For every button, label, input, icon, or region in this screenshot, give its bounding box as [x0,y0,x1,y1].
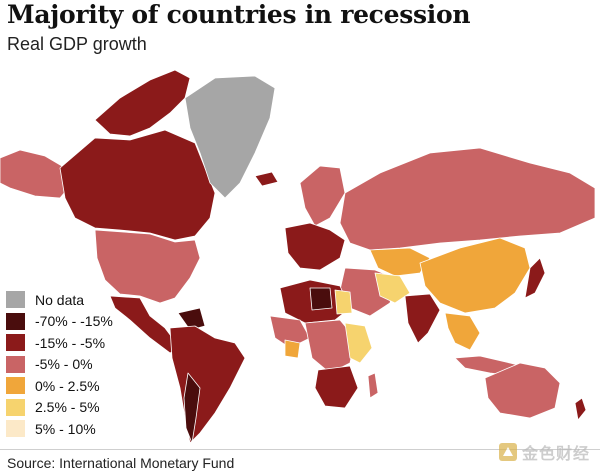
region-madagascar [367,372,379,399]
chart-subtitle: Real GDP growth [7,34,147,54]
legend-label: -70% - -15% [35,313,113,330]
legend-item-major-decline: -15% - -5% [6,332,146,354]
map-legend: No data -70% - -15% -15% - -5% -5% - 0% … [6,289,146,440]
region-canada [59,129,216,241]
region-europe-west [284,222,346,271]
region-argentina [183,372,201,444]
region-india [404,293,441,344]
legend-swatch [6,355,25,373]
region-south-america [169,325,246,444]
chart-title: Majority of countries in recession [7,0,471,29]
legend-swatch [6,398,25,416]
legend-item-severe-decline: -70% - -15% [6,311,146,333]
legend-item-low-growth: 0% - 2.5% [6,375,146,397]
region-central-asia [369,247,431,277]
region-japan [524,257,546,299]
legend-swatch [6,377,25,395]
legend-label: -5% - 0% [35,356,93,373]
region-new-zealand [574,397,587,421]
region-australia [484,362,561,419]
region-east-africa [344,322,373,364]
legend-item-no-data: No data [6,289,146,311]
watermark-text: 金色财经 [521,446,590,463]
region-southeast-asia [444,312,481,351]
region-libya [309,287,333,311]
region-southern-africa [314,365,359,409]
legend-item-high-growth: 5% - 10% [6,418,146,440]
region-greenland [184,75,276,199]
legend-swatch [6,312,25,330]
watermark-logo-icon [498,443,517,461]
region-alaska [0,149,71,199]
region-arctic-canada [94,69,191,137]
world-map [0,69,596,444]
region-iran [374,272,411,304]
source-note: Source: International Monetary Fund [7,455,235,471]
region-iceland [254,171,279,187]
legend-label: 0% - 2.5% [35,377,100,394]
region-venezuela [177,307,206,331]
region-west-africa-growth [284,339,301,359]
region-scandinavia [299,165,346,227]
legend-label: -15% - -5% [35,334,106,351]
region-egypt [334,289,353,315]
legend-item-moderate-growth: 2.5% - 5% [6,397,146,419]
legend-swatch [6,420,25,438]
legend-label: 5% - 10% [35,420,96,437]
legend-item-mild-decline: -5% - 0% [6,354,146,376]
legend-label: 2.5% - 5% [35,399,100,416]
legend-label: No data [35,291,85,308]
footer-divider [0,449,600,450]
region-china [419,237,531,314]
region-russia [339,147,596,251]
watermark: 金色财经 [498,440,590,464]
legend-swatch [6,291,25,309]
region-usa [94,229,201,304]
region-central-africa [304,319,356,374]
legend-swatch [6,334,25,352]
